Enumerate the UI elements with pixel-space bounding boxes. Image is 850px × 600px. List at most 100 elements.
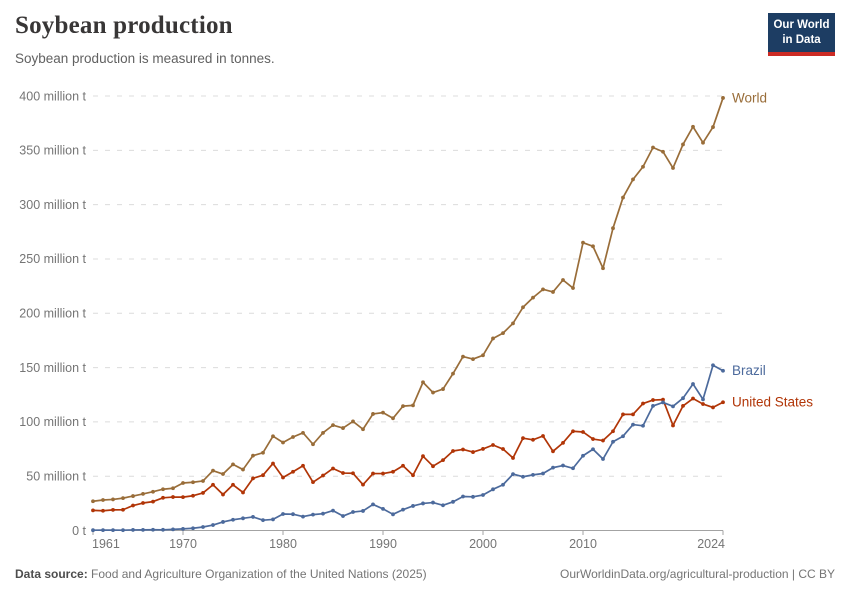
series-point-brazil bbox=[711, 363, 715, 368]
series-line-united-states[interactable] bbox=[92, 397, 724, 512]
series-point-united-states bbox=[431, 464, 435, 469]
series-point-brazil bbox=[481, 493, 485, 497]
series-point-united-states bbox=[301, 463, 305, 468]
series-point-brazil bbox=[281, 512, 285, 516]
series-point-united-states bbox=[421, 454, 425, 459]
series-point-brazil bbox=[591, 447, 595, 452]
series-point-world bbox=[421, 380, 425, 385]
series-point-brazil bbox=[171, 527, 175, 532]
series-point-united-states bbox=[321, 473, 325, 478]
data-source[interactable]: Data source: Food and Agriculture Organi… bbox=[15, 567, 427, 581]
series-point-brazil bbox=[231, 517, 235, 522]
series-point-world bbox=[611, 226, 615, 231]
series-point-brazil bbox=[151, 527, 155, 532]
series-line-brazil[interactable] bbox=[92, 364, 724, 532]
series-point-world bbox=[281, 440, 285, 445]
series-point-world bbox=[271, 434, 275, 439]
series-point-world bbox=[211, 468, 215, 473]
series-point-brazil bbox=[551, 465, 555, 470]
series-point-brazil bbox=[661, 400, 665, 405]
series-point-brazil bbox=[571, 466, 575, 471]
series-point-united-states bbox=[271, 461, 275, 466]
series-point-united-states bbox=[191, 493, 195, 498]
series-point-united-states bbox=[551, 449, 555, 454]
series-point-united-states bbox=[211, 482, 215, 487]
series-point-world bbox=[221, 472, 225, 476]
series-point-world bbox=[671, 166, 675, 170]
series-point-united-states bbox=[181, 495, 185, 500]
series-point-world bbox=[291, 435, 295, 439]
series-point-world bbox=[121, 496, 125, 501]
series-point-brazil bbox=[641, 423, 645, 428]
y-axis-label: 350 million t bbox=[19, 144, 86, 158]
series-point-united-states bbox=[561, 440, 565, 445]
series-point-world bbox=[261, 450, 265, 455]
series-point-united-states bbox=[631, 412, 635, 417]
owid-logo-line1: Our World bbox=[773, 19, 830, 31]
series-label-world[interactable]: World bbox=[732, 90, 767, 105]
series-point-brazil bbox=[671, 404, 675, 409]
series-point-world bbox=[431, 390, 435, 395]
series-point-united-states bbox=[311, 480, 315, 485]
series-point-brazil bbox=[181, 526, 185, 531]
series-point-world bbox=[521, 305, 525, 310]
page-title: Soybean production bbox=[15, 12, 233, 39]
series-point-brazil bbox=[701, 397, 705, 402]
series-point-united-states bbox=[601, 438, 605, 443]
series-label-brazil[interactable]: Brazil bbox=[732, 363, 766, 378]
series-point-brazil bbox=[351, 510, 355, 514]
series-point-world bbox=[401, 404, 405, 409]
series-point-united-states bbox=[621, 412, 625, 417]
series-point-united-states bbox=[441, 458, 445, 463]
y-axis-label: 200 million t bbox=[19, 307, 86, 321]
series-point-world bbox=[141, 491, 145, 496]
series-point-united-states bbox=[91, 508, 95, 513]
y-axis-label: 250 million t bbox=[19, 252, 86, 266]
series-point-world bbox=[171, 486, 175, 491]
series-point-brazil bbox=[721, 368, 725, 373]
series-point-brazil bbox=[471, 494, 475, 499]
series-point-brazil bbox=[511, 472, 515, 477]
series-line-world[interactable] bbox=[92, 97, 724, 503]
series-point-united-states bbox=[121, 507, 125, 512]
owid-logo[interactable]: Our World in Data bbox=[768, 13, 835, 56]
series-point-united-states bbox=[651, 398, 655, 402]
series-point-united-states bbox=[241, 490, 245, 495]
series-point-united-states bbox=[511, 456, 515, 460]
series-point-brazil bbox=[291, 512, 295, 517]
series-point-united-states bbox=[341, 471, 345, 475]
series-point-brazil bbox=[331, 508, 335, 513]
series-point-brazil bbox=[681, 396, 685, 401]
series-point-world bbox=[301, 430, 305, 435]
series-point-world bbox=[501, 331, 505, 336]
series-label-united-states[interactable]: United States bbox=[732, 395, 813, 410]
series-point-world bbox=[641, 164, 645, 169]
series-point-united-states bbox=[681, 404, 685, 408]
series-point-brazil bbox=[201, 525, 205, 529]
series-point-brazil bbox=[91, 528, 95, 533]
series-point-united-states bbox=[291, 469, 295, 474]
series-point-world bbox=[391, 416, 395, 421]
series-point-united-states bbox=[661, 397, 665, 402]
series-point-world bbox=[181, 481, 185, 485]
series-point-brazil bbox=[251, 515, 255, 519]
series-point-brazil bbox=[141, 527, 145, 532]
y-axis-label: 150 million t bbox=[19, 361, 86, 375]
series-point-world bbox=[471, 357, 475, 361]
series-point-united-states bbox=[201, 491, 205, 495]
credit-link[interactable]: OurWorldinData.org/agricultural-producti… bbox=[559, 567, 835, 581]
series-point-world bbox=[361, 427, 365, 432]
series-point-united-states bbox=[501, 447, 505, 451]
series-point-brazil bbox=[121, 528, 125, 533]
series-point-world bbox=[101, 498, 105, 502]
series-point-united-states bbox=[671, 423, 675, 428]
series-point-united-states bbox=[151, 499, 155, 504]
series-point-brazil bbox=[111, 528, 115, 533]
x-axis-label: 2000 bbox=[469, 537, 497, 551]
series-point-brazil bbox=[521, 474, 525, 479]
series-point-united-states bbox=[691, 396, 695, 401]
series-point-brazil bbox=[421, 501, 425, 506]
series-point-united-states bbox=[451, 449, 455, 453]
line-chart[interactable]: 0 t 50 million t 100 million t 150 million … bbox=[0, 0, 850, 560]
series-point-united-states bbox=[611, 429, 615, 434]
